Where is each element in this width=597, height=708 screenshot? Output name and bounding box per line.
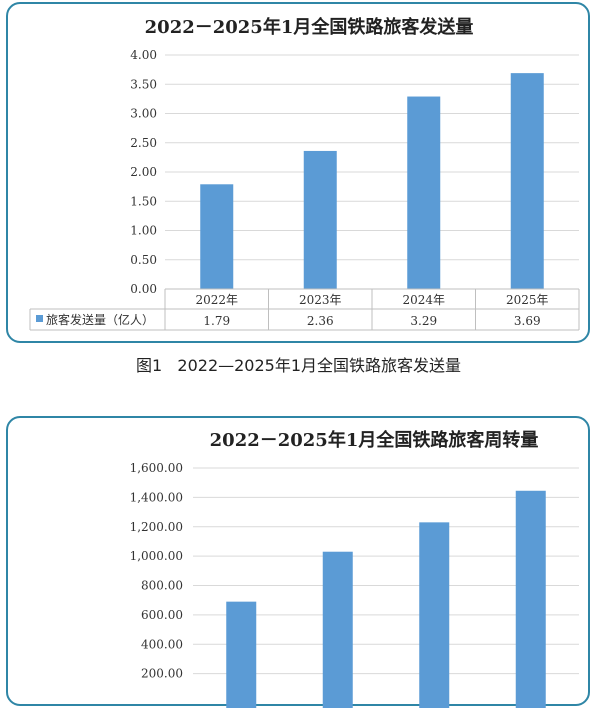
- y-tick-label: 1.50: [130, 194, 157, 208]
- data-table-value: 3.29: [410, 314, 437, 328]
- x-category-label: 2023年: [299, 293, 342, 307]
- grid-lines: [165, 54, 579, 290]
- y-axis-ticks: 0.00 0.50 1.00 1.50 2.00 2.50 3.00 3.50 4.00: [130, 48, 157, 296]
- y-tick-label: 3.50: [130, 77, 157, 91]
- y-tick-label: 3.00: [130, 107, 157, 121]
- bars: [200, 73, 544, 289]
- data-table-value: 1.79: [203, 314, 230, 328]
- y-tick-label: 2.50: [130, 136, 157, 150]
- bars: [226, 490, 546, 708]
- y-tick-label: 4.00: [130, 48, 157, 62]
- bar: [515, 490, 546, 708]
- grid-lines: [193, 467, 579, 675]
- y-tick-label: 800.00: [141, 579, 183, 593]
- figure-caption-label: 图1: [135, 356, 163, 375]
- y-tick-label: 2.00: [130, 165, 157, 179]
- y-tick-label: 1,400.00: [130, 490, 183, 504]
- x-category-label: 2024年: [402, 293, 445, 307]
- bar: [419, 522, 450, 708]
- y-tick-label: 1,600.00: [130, 461, 183, 475]
- bar: [510, 73, 544, 289]
- y-tick-label: 1,000.00: [130, 549, 183, 563]
- y-tick-label: 0.00: [130, 282, 157, 296]
- bar: [200, 184, 234, 289]
- legend-series-name: 旅客发送量（亿人）: [46, 312, 154, 327]
- y-tick-label: 1,200.00: [130, 520, 183, 534]
- data-table: 2022年 1.79 2023年 2.36 2024年 3.29 2025年 3.69 旅客发送…: [29, 288, 580, 331]
- x-category-label: 2022年: [195, 293, 238, 307]
- y-axis-ticks: 200.00 400.00 600.00 800.00 1,000.00 1,200.00…: [130, 461, 183, 681]
- chart-title: 2022－2025年1月全国铁路旅客发送量: [145, 16, 474, 38]
- chart-panel-passenger-turnover: 2022－2025年1月全国铁路旅客周转量 200.00 400.00 600.00…: [6, 416, 590, 708]
- bar: [322, 551, 353, 708]
- figure-caption: 图1 2022—2025年1月全国铁路旅客发送量: [0, 352, 597, 376]
- passenger-turnover-chart: 2022－2025年1月全国铁路旅客周转量 200.00 400.00 600.00…: [130, 429, 579, 708]
- y-tick-label: 600.00: [141, 608, 183, 622]
- y-tick-label: 400.00: [141, 637, 183, 651]
- x-category-label: 2025年: [506, 293, 549, 307]
- y-tick-label: 1.00: [130, 224, 157, 238]
- chart-panel-passenger-volume: 2022－2025年1月全国铁路旅客发送量 0.00 0.50 1.00 1.50 2.…: [6, 2, 590, 343]
- figure-caption-text: 2022—2025年1月全国铁路旅客发送量: [177, 356, 462, 375]
- bar: [226, 601, 257, 708]
- y-tick-label: 0.50: [130, 253, 157, 267]
- passenger-volume-chart: 2022－2025年1月全国铁路旅客发送量 0.00 0.50 1.00 1.50 2.…: [29, 16, 580, 331]
- legend-swatch: [36, 315, 43, 322]
- bar: [407, 96, 441, 289]
- data-table-value: 3.69: [514, 314, 541, 328]
- data-table-value: 2.36: [307, 314, 334, 328]
- chart-title: 2022－2025年1月全国铁路旅客周转量: [210, 429, 539, 451]
- y-tick-label: 200.00: [141, 667, 183, 681]
- bar: [303, 150, 337, 289]
